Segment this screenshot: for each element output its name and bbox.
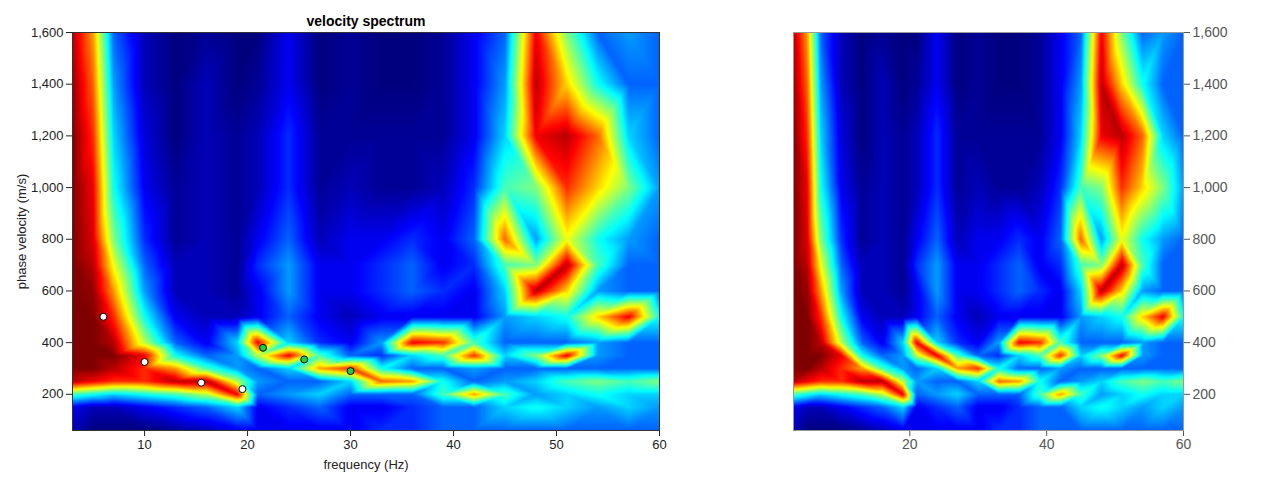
svg-text:1,200: 1,200 (1193, 127, 1228, 143)
svg-text:200: 200 (42, 386, 64, 401)
svg-text:frequency (Hz): frequency (Hz) (323, 457, 408, 472)
svg-text:400: 400 (42, 335, 64, 350)
svg-text:30: 30 (343, 437, 357, 452)
svg-text:1,400: 1,400 (31, 76, 64, 91)
svg-text:1,000: 1,000 (1193, 179, 1228, 195)
svg-text:1,600: 1,600 (1193, 24, 1228, 40)
svg-text:10: 10 (137, 437, 151, 452)
svg-text:40: 40 (446, 437, 460, 452)
svg-text:40: 40 (1039, 436, 1055, 452)
svg-text:1,200: 1,200 (31, 128, 64, 143)
svg-text:20: 20 (240, 437, 254, 452)
svg-text:1,000: 1,000 (31, 180, 64, 195)
svg-text:50: 50 (549, 437, 563, 452)
svg-text:800: 800 (1193, 231, 1217, 247)
svg-text:200: 200 (1193, 386, 1217, 402)
svg-text:phase velocity (m/s): phase velocity (m/s) (14, 174, 29, 290)
svg-text:1,600: 1,600 (31, 25, 64, 40)
svg-text:600: 600 (1193, 282, 1217, 298)
svg-text:1,400: 1,400 (1193, 76, 1228, 92)
svg-text:20: 20 (902, 436, 918, 452)
svg-text:800: 800 (42, 231, 64, 246)
svg-text:60: 60 (1176, 436, 1192, 452)
svg-text:400: 400 (1193, 334, 1217, 350)
svg-text:velocity spectrum: velocity spectrum (306, 13, 425, 29)
svg-text:600: 600 (42, 283, 64, 298)
svg-text:60: 60 (652, 437, 666, 452)
